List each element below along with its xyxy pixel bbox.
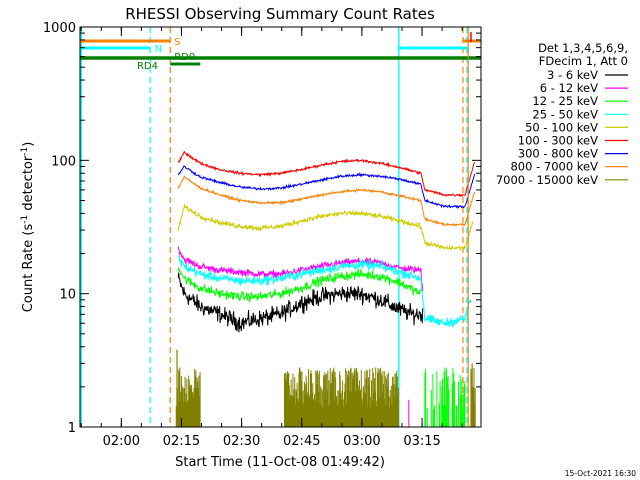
rd0-label: RD0 [174, 52, 195, 63]
plot-frame [79, 26, 482, 428]
series-line-4 [177, 204, 474, 252]
x-tick-label: 02:00 [103, 434, 140, 449]
x-axis-ticks: 02:00 02:15 02:30 02:45 03:00 03:15 [80, 27, 463, 449]
series-line-3 [177, 254, 472, 329]
legend-label-2: 12 - 25 keV [532, 94, 598, 108]
y-tick-label: 1 [68, 421, 76, 436]
saa-label: S [174, 37, 180, 48]
y-axis-label-end: ) [21, 142, 36, 147]
series-lines [175, 151, 476, 427]
night-label: N [155, 44, 162, 55]
legend-label-1: 6 - 12 keV [540, 81, 598, 95]
x-tick-label: 03:00 [343, 434, 380, 449]
footer-timestamp: 15-Oct-2021 16:30 [565, 469, 636, 478]
x-tick-label: 03:15 [403, 434, 440, 449]
y-tick-label: 100 [51, 154, 76, 169]
legend-label-8: 7000 - 15000 keV [496, 173, 598, 187]
legend-label-4: 50 - 100 keV [525, 120, 598, 134]
y-axis-label-sup2: -1 [20, 147, 30, 156]
y-axis-label: Count Rate (s-1 detector-1) [20, 142, 36, 313]
y-axis-label-sup1: -1 [20, 215, 30, 224]
series-line-2 [177, 266, 422, 303]
legend: Det 1,3,4,5,6,9, FDecim 1, Att 0 3 - 6 k… [496, 41, 628, 187]
attenuator-markers [467, 27, 472, 427]
legend-label-3: 25 - 50 keV [532, 107, 598, 121]
chart-title: RHESSI Observing Summary Count Rates [125, 5, 435, 23]
legend-header-detectors: Det 1,3,4,5,6,9, [538, 41, 628, 55]
y-tick-label: 10 [59, 288, 76, 303]
series-line-7 [177, 175, 476, 227]
x-axis-label: Start Time (11-Oct-08 01:49:42) [175, 455, 385, 470]
legend-label-0: 3 - 6 keV [547, 68, 598, 82]
x-tick-label: 02:15 [163, 434, 200, 449]
series-line-5 [177, 151, 476, 198]
legend-label-5: 100 - 300 keV [518, 134, 598, 148]
instrument-state-bars: S N RD0 RD4 [80, 27, 481, 427]
series-line-6 [177, 164, 476, 209]
y-axis-ticks: 1 10 100 1000 [43, 21, 481, 436]
y-tick-label: 1000 [43, 21, 76, 36]
series-line-0 [177, 272, 424, 333]
legend-label-6: 300 - 800 keV [518, 147, 598, 161]
y-axis-label-mid: detector [21, 155, 36, 215]
legend-header-fdecim: FDecim 1, Att 0 [539, 54, 628, 68]
x-tick-label: 02:45 [283, 434, 320, 449]
legend-label-7: 800 - 7000 keV [510, 160, 598, 174]
x-tick-label: 02:30 [223, 434, 260, 449]
y-axis-label-main: Count Rate (s [21, 224, 36, 313]
rd4-label: RD4 [137, 61, 158, 72]
